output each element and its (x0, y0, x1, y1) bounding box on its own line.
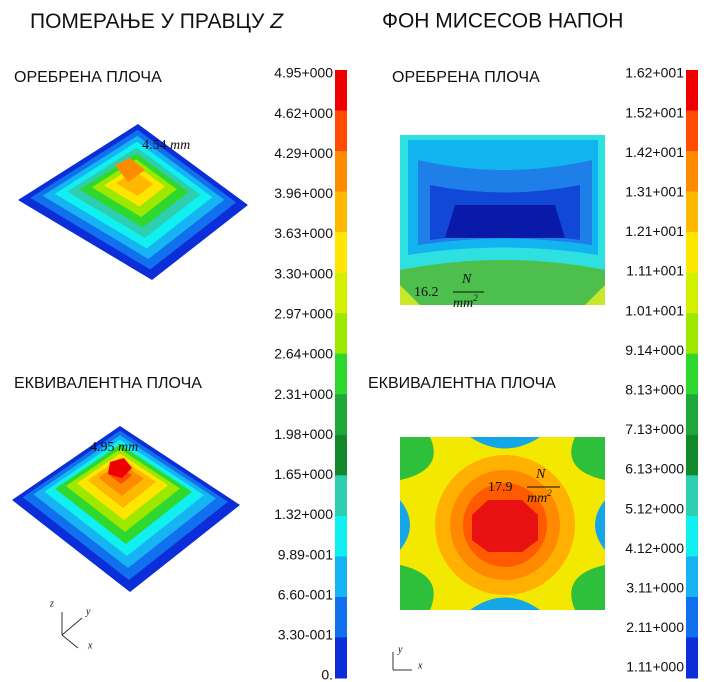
axis-label: x (417, 660, 423, 671)
colorbar-segment (686, 596, 698, 638)
colorbar-label: 1.32+000 (274, 506, 333, 522)
stress-plot-equivalent (400, 437, 605, 610)
colorbar-segment (686, 151, 698, 193)
colorbar-segment (686, 637, 698, 679)
unit-exp: 2 (473, 293, 478, 303)
colorbar-segment (686, 556, 698, 598)
annotation-value: 4.54 (142, 138, 167, 153)
colorbar-segment (686, 434, 698, 476)
colorbar-segment (686, 272, 698, 314)
colorbar-segment (686, 313, 698, 355)
colorbar-segment (335, 70, 347, 112)
unit-numerator: N (535, 467, 546, 482)
axis-label: z (49, 598, 54, 609)
colorbar-label: 5.12+000 (625, 500, 684, 516)
colorbar-label: 2.64+000 (274, 346, 333, 362)
colorbar-label: 4.29+000 (274, 145, 333, 161)
colorbar-label: 1.01+001 (625, 302, 684, 318)
axis-label: x (87, 640, 93, 651)
unit-denominator: mm2 (453, 293, 478, 311)
annotation-value: 4.95 (90, 440, 115, 455)
colorbar-segment (686, 353, 698, 395)
colorbar-label: 7.13+000 (625, 421, 684, 437)
panel-label: ОРЕБРЕНА ПЛОЧА (392, 69, 540, 86)
colorbar-segment (335, 151, 347, 193)
colorbar-segment (686, 232, 698, 274)
colorbar-segment (335, 353, 347, 395)
colorbar-label: 3.30-001 (278, 627, 333, 643)
colorbar-label: 3.63+000 (274, 225, 333, 241)
unit-denominator: mm2 (527, 488, 552, 506)
colorbar-segment (335, 434, 347, 476)
colorbar-label: 2.11+000 (626, 619, 684, 635)
axis-label: y (85, 606, 91, 617)
colorbar-segment (686, 110, 698, 152)
displacement-plots (12, 124, 248, 592)
annotation-value: 17.9 (488, 480, 513, 495)
unit-numerator: N (461, 272, 472, 287)
contour-band (108, 458, 132, 478)
colorbar-label: 4.62+000 (274, 105, 333, 121)
colorbar-label: 0. (321, 667, 333, 682)
colorbar-label: 9.89-001 (278, 546, 333, 562)
colorbar-segment (686, 475, 698, 517)
title-symbol: Z (269, 10, 284, 33)
annotation: 4.95 mm (90, 440, 138, 455)
panel-label: ЕКВИВАЛЕНТНА ПЛОЧА (14, 375, 202, 392)
colorbar-label: 3.96+000 (274, 185, 333, 201)
colorbar-label: 1.52+001 (625, 104, 684, 120)
colorbar-segment (335, 394, 347, 436)
colorbar-label: 2.97+000 (274, 306, 333, 322)
colorbar-segment (335, 515, 347, 557)
colorbar-segment (335, 110, 347, 152)
colorbar-segment (335, 232, 347, 274)
colorbar-label: 1.62+001 (625, 65, 684, 81)
panel-label: ОРЕБРЕНА ПЛОЧА (14, 69, 162, 86)
colorbar-segment (335, 191, 347, 233)
unit-den: mm (527, 491, 547, 506)
colorbar-label: 1.42+001 (625, 144, 684, 160)
colorbar-label: 3.30+000 (274, 265, 333, 281)
colorbar-label: 1.65+000 (274, 466, 333, 482)
colorbar-segment (686, 515, 698, 557)
right-title: ФОН МИСЕСОВ НАПОН (382, 10, 623, 33)
axis-triad (61, 612, 412, 671)
colorbar-label: 6.60-001 (278, 586, 333, 602)
colorbar-segment (335, 313, 347, 355)
contour-band (116, 171, 154, 196)
unit-exp: 2 (547, 488, 552, 498)
stress-plot-ribbed (400, 135, 605, 305)
colorbar-label: 8.13+000 (625, 382, 684, 398)
colorbar-label: 4.12+000 (625, 540, 684, 556)
colorbar-label: 1.98+000 (274, 426, 333, 442)
colorbar-segment (335, 556, 347, 598)
colorbar-segment (686, 191, 698, 233)
colorbar-label: 9.14+000 (625, 342, 684, 358)
left-title: ПОМЕРАЊЕ У ПРАВЦУ Z (30, 10, 284, 33)
axis-label: y (397, 644, 403, 655)
colorbar-segment (335, 596, 347, 638)
colorbar-label: 1.11+001 (626, 263, 684, 279)
colorbar-label: 3.11+000 (626, 580, 684, 596)
annotation-value: 16.2 (414, 285, 439, 300)
contour-band (115, 158, 145, 182)
colorbar-segment (335, 272, 347, 314)
colorbar-label: 6.13+000 (625, 461, 684, 477)
panel-label: ЕКВИВАЛЕНТНА ПЛОЧА (368, 375, 556, 392)
colorbar-label: 1.11+000 (626, 659, 684, 675)
annotation: 4.54 mm (142, 138, 190, 153)
colorbar-segment (686, 394, 698, 436)
unit-den: mm (453, 296, 473, 311)
annotation-unit: mm (118, 440, 138, 455)
colorbar-segment (686, 70, 698, 112)
annotation-unit: mm (170, 138, 190, 153)
colorbar-label: 1.31+001 (625, 184, 684, 200)
title-text: ПОМЕРАЊЕ У ПРАВЦУ (30, 10, 265, 33)
colorbar-label: 2.31+000 (274, 386, 333, 402)
colorbar-segment (335, 475, 347, 517)
colorbar-label: 1.21+001 (625, 223, 684, 239)
colorbar-segment (335, 637, 347, 679)
colorbar-label: 4.95+000 (274, 65, 333, 81)
